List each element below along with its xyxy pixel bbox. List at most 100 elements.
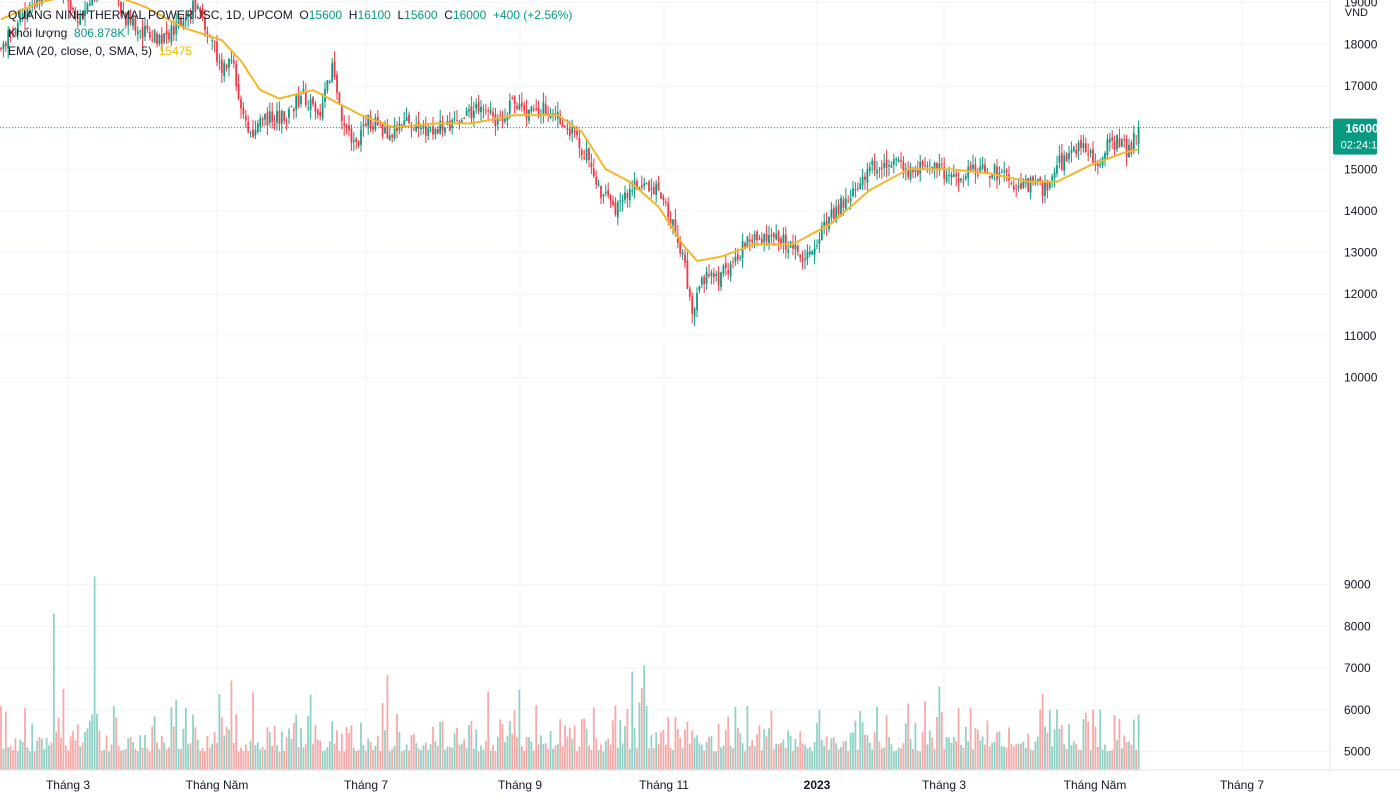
candle-body — [736, 253, 739, 260]
time-tick-label: Tháng 3 — [46, 778, 90, 792]
volume-bar — [225, 726, 228, 770]
candle-body — [840, 197, 842, 217]
ema-label[interactable]: EMA (20, close, 0, SMA, 5) — [8, 44, 153, 58]
time-axis[interactable]: Tháng 3 Tháng Năm Tháng 7 Tháng 9 Tháng 11 20… — [46, 778, 1264, 792]
candle-body — [129, 17, 132, 24]
candle-body — [667, 202, 670, 218]
symbol-name[interactable]: QUANG NINH THERMAL POWER JSC, 1D, UPCOM — [8, 8, 293, 22]
candle-body — [890, 165, 893, 168]
volume-bar — [928, 730, 931, 770]
candle-body — [364, 123, 367, 126]
open-label: O — [299, 8, 309, 22]
candle-body — [775, 233, 778, 240]
volume-bar — [4, 711, 7, 770]
volume-bar — [276, 745, 278, 770]
volume-bar — [1041, 694, 1044, 770]
volume-bar — [957, 708, 960, 770]
candle-body — [710, 272, 713, 276]
volume-bar — [38, 737, 41, 770]
volume-bar — [626, 708, 629, 770]
volume-bar — [715, 751, 718, 770]
volume-label[interactable]: Khối lượng — [8, 26, 68, 40]
volume-bar — [460, 743, 463, 770]
candle-body — [235, 63, 238, 87]
volume-bar — [151, 726, 154, 770]
candle-body — [583, 157, 586, 159]
volume-bar — [472, 748, 475, 770]
volume-bar — [177, 748, 180, 770]
candle-body — [225, 65, 228, 69]
volume-bar — [763, 729, 766, 770]
volume-bar — [681, 748, 684, 770]
volume-bar — [504, 742, 506, 770]
volume-bar — [1000, 746, 1003, 770]
volume-bar — [103, 749, 106, 770]
volume-bar — [571, 739, 574, 770]
candle-body — [408, 114, 410, 124]
volume-bar — [129, 737, 132, 770]
candle-body — [813, 248, 816, 255]
volume-bar — [969, 707, 972, 770]
volume-bar — [136, 750, 139, 770]
candle-body — [153, 30, 156, 43]
volume-bar — [482, 749, 485, 770]
volume-bar — [98, 730, 101, 770]
volume-bar — [228, 729, 230, 770]
candle-body — [604, 191, 607, 193]
volume-bar — [273, 726, 276, 770]
candle-body — [288, 109, 290, 118]
candle-body — [182, 21, 185, 29]
legend-volume-row[interactable]: Khối lượng 806.878K — [8, 24, 572, 42]
price-tick-label: 15000 — [1344, 162, 1378, 176]
volume-bar — [688, 744, 691, 770]
volume-bar — [1104, 744, 1106, 770]
price-tag-countdown: 02:24:13 — [1341, 140, 1384, 152]
candle-body — [280, 111, 283, 124]
candle-body — [124, 12, 127, 26]
volume-bar — [950, 742, 953, 770]
candle-body — [715, 274, 718, 276]
legend-ema-row[interactable]: EMA (20, close, 0, SMA, 5) 15475 — [8, 42, 572, 60]
candle-body — [727, 270, 730, 275]
volume-bar — [278, 751, 281, 770]
volume-bar — [525, 736, 528, 770]
candle-body — [1118, 138, 1121, 148]
volume-bar — [782, 739, 785, 770]
candle-body — [844, 198, 847, 210]
volume-bar — [924, 701, 926, 770]
volume-bar — [1084, 712, 1087, 770]
candle-body — [307, 107, 310, 109]
volume-bar — [1046, 732, 1049, 770]
volume-bar — [1092, 709, 1094, 770]
volume-bar — [33, 751, 36, 770]
volume-bar — [645, 705, 648, 770]
price-axis[interactable]: 2200021000200001900018000170001600015000… — [1344, 0, 1378, 759]
candle-body — [600, 185, 602, 198]
candle-body — [631, 190, 634, 192]
candle-body — [460, 120, 463, 124]
candle-body — [616, 202, 619, 218]
volume-bar — [1065, 749, 1068, 770]
volume-bar — [374, 745, 377, 770]
candle-body — [828, 217, 830, 230]
candle-body — [974, 164, 977, 174]
candle-body — [213, 41, 216, 43]
candle-body — [1017, 185, 1020, 188]
volume-bar — [405, 744, 408, 770]
volume-bar — [775, 743, 778, 770]
volume-bar — [343, 751, 346, 770]
candle-body — [712, 273, 715, 278]
volume-bar — [439, 721, 442, 770]
candle-body — [290, 105, 293, 108]
volume-bar — [96, 713, 98, 770]
price-tag-value: 16000 — [1345, 122, 1379, 136]
volume-bar — [643, 665, 646, 770]
candle-body — [244, 115, 247, 121]
candle-body — [1072, 147, 1075, 151]
legend-symbol-row[interactable]: QUANG NINH THERMAL POWER JSC, 1D, UPCOM … — [8, 6, 572, 24]
volume-bar — [760, 750, 763, 770]
candle-body — [189, 14, 192, 17]
volume-bar — [158, 749, 161, 770]
volume-bar — [787, 730, 790, 770]
